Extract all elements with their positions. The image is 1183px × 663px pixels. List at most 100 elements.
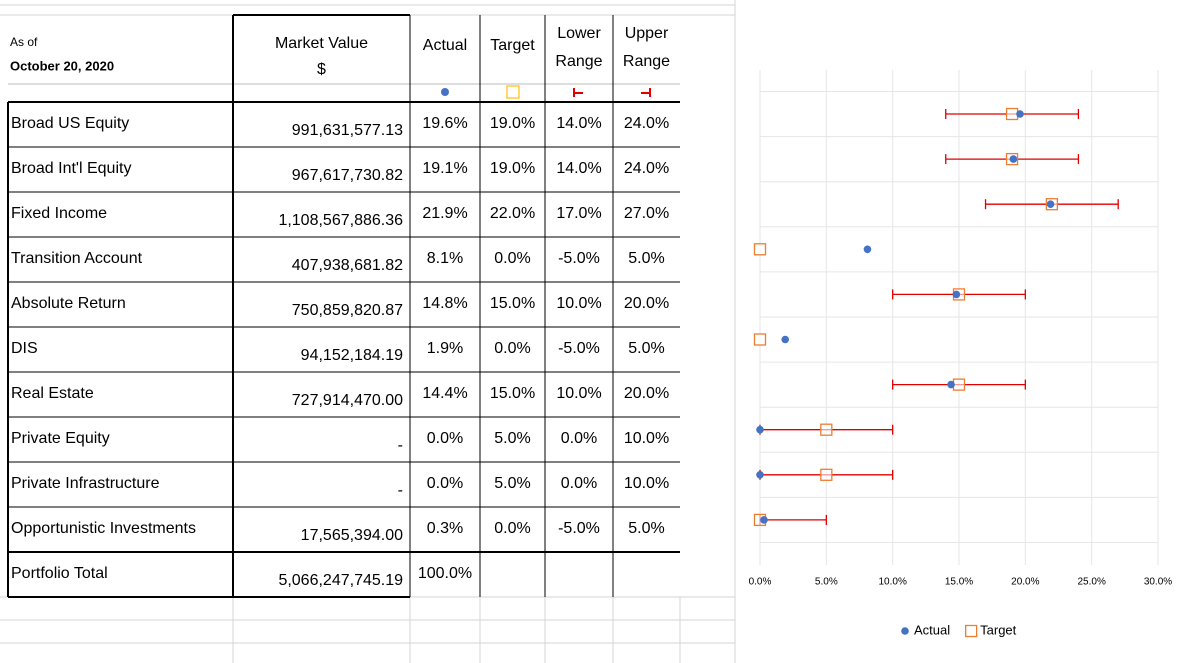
percent-cell: 0.3% xyxy=(427,520,463,537)
percent-cell: 0.0% xyxy=(494,250,530,267)
market-value: 5,066,247,745.19 xyxy=(278,572,403,589)
actual-marker xyxy=(1009,155,1018,163)
percent-cell: -5.0% xyxy=(558,340,600,357)
actual-symbol xyxy=(441,88,449,96)
actual-marker xyxy=(760,516,768,524)
x-tick-label: 5.0% xyxy=(815,577,838,588)
actual-marker xyxy=(952,290,961,299)
row-label: Opportunistic Investments xyxy=(11,520,196,537)
percent-cell: 22.0% xyxy=(490,205,535,222)
legend-label: Actual xyxy=(914,622,950,637)
percent-cell: 10.0% xyxy=(556,385,601,402)
percent-cell: 14.8% xyxy=(422,295,467,312)
percent-cell: 15.0% xyxy=(490,295,535,312)
as-of-date: October 20, 2020 xyxy=(10,58,114,73)
x-tick-label: 25.0% xyxy=(1077,577,1105,588)
percent-cell: 14.0% xyxy=(556,115,601,132)
market-value: 750,859,820.87 xyxy=(292,302,403,319)
market-value: 17,565,394.00 xyxy=(301,527,403,544)
percent-cell: 17.0% xyxy=(556,205,601,222)
legend-marker xyxy=(901,627,909,635)
percent-cell: 15.0% xyxy=(490,385,535,402)
column-header: Target xyxy=(490,37,535,54)
percent-cell: 0.0% xyxy=(561,475,597,492)
market-value: 967,617,730.82 xyxy=(292,167,403,184)
actual-marker xyxy=(781,335,790,344)
target-marker xyxy=(820,423,833,436)
market-value: 94,152,184.19 xyxy=(301,347,403,364)
column-header: Lower xyxy=(557,25,601,42)
column-header: $ xyxy=(317,61,326,78)
market-value: - xyxy=(398,437,403,454)
percent-cell: 10.0% xyxy=(556,295,601,312)
percent-cell: 20.0% xyxy=(624,385,669,402)
percent-cell: 0.0% xyxy=(427,430,463,447)
percent-cell: 0.0% xyxy=(494,340,530,357)
x-tick-label: 10.0% xyxy=(878,577,906,588)
percent-cell: 19.0% xyxy=(490,160,535,177)
percent-cell: 19.0% xyxy=(490,115,535,132)
percent-cell: -5.0% xyxy=(558,520,600,537)
percent-cell: 10.0% xyxy=(624,475,669,492)
market-value: - xyxy=(398,482,403,499)
percent-cell: 0.0% xyxy=(494,520,530,537)
percent-cell: 0.0% xyxy=(561,430,597,447)
percent-cell: 19.6% xyxy=(422,115,467,132)
percent-cell: 5.0% xyxy=(628,520,664,537)
percent-cell: 19.1% xyxy=(422,160,467,177)
row-label: Transition Account xyxy=(11,250,143,267)
row-label: Portfolio Total xyxy=(11,565,108,582)
percent-cell: 5.0% xyxy=(628,340,664,357)
target-marker xyxy=(753,243,767,256)
percent-cell: 0.0% xyxy=(427,475,463,492)
row-label: Absolute Return xyxy=(11,295,126,312)
row-label: Fixed Income xyxy=(11,205,107,222)
target-marker xyxy=(1005,107,1019,121)
as-of: As of xyxy=(10,35,38,49)
row-label: Private Infrastructure xyxy=(11,475,160,492)
percent-cell: -5.0% xyxy=(558,250,600,267)
row-label: Private Equity xyxy=(11,430,110,447)
x-tick-label: 15.0% xyxy=(945,577,973,588)
market-value: 727,914,470.00 xyxy=(292,392,403,409)
target-marker xyxy=(952,378,966,391)
percent-cell: 27.0% xyxy=(624,205,669,222)
percent-cell: 24.0% xyxy=(624,115,669,132)
actual-marker xyxy=(947,380,955,389)
row-label: Broad Int'l Equity xyxy=(11,160,131,177)
percent-cell: 5.0% xyxy=(494,475,530,492)
actual-marker xyxy=(1046,200,1055,208)
column-header: Actual xyxy=(423,37,467,54)
percent-cell: 5.0% xyxy=(494,430,530,447)
percent-cell: 10.0% xyxy=(624,430,669,447)
actual-marker xyxy=(756,471,764,479)
market-value: 991,631,577.13 xyxy=(292,122,403,139)
percent-cell: 14.0% xyxy=(556,160,601,177)
percent-cell: 14.4% xyxy=(422,385,467,402)
percent-cell: 100.0% xyxy=(418,565,472,582)
legend-label: Target xyxy=(980,622,1017,637)
percent-cell: 20.0% xyxy=(624,295,669,312)
actual-marker xyxy=(863,245,872,254)
row-label: Real Estate xyxy=(11,385,94,402)
column-header: Range xyxy=(623,53,670,70)
column-header: Market Value xyxy=(275,35,368,52)
column-header: Upper xyxy=(625,25,669,42)
actual-marker xyxy=(1016,110,1024,118)
legend-marker xyxy=(964,624,978,638)
percent-cell: 21.9% xyxy=(422,205,467,222)
lower-symbol xyxy=(573,88,583,97)
row-label: DIS xyxy=(11,340,38,357)
actual-marker xyxy=(756,425,764,434)
percent-cell: 24.0% xyxy=(624,160,669,177)
column-header: Range xyxy=(555,53,602,70)
market-value: 407,938,681.82 xyxy=(292,257,403,274)
x-tick-label: 20.0% xyxy=(1011,577,1039,588)
percent-cell: 1.9% xyxy=(427,340,463,357)
percent-cell: 5.0% xyxy=(628,250,664,267)
row-label: Broad US Equity xyxy=(11,115,129,132)
target-symbol xyxy=(506,85,520,99)
x-tick-label: 0.0% xyxy=(749,577,772,588)
upper-symbol xyxy=(641,88,651,97)
